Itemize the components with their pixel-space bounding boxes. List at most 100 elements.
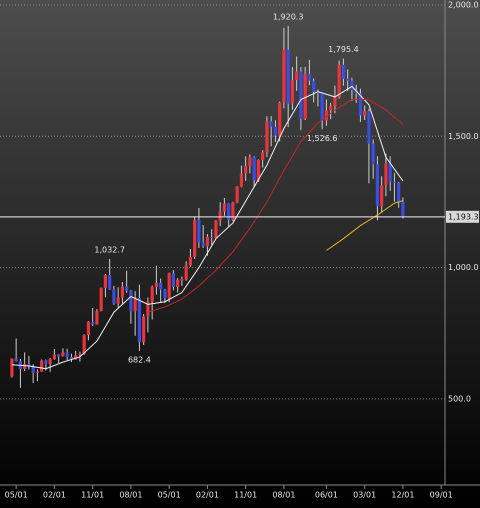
candle-body	[31, 366, 35, 373]
x-tick-label: 09/01	[430, 491, 453, 500]
candle-body	[27, 363, 31, 367]
y-tick-label: 500.0	[448, 394, 471, 403]
candle-body	[299, 71, 303, 119]
candle-body	[142, 316, 146, 343]
candle-body	[363, 111, 367, 116]
candle-body	[154, 282, 159, 287]
candle-body	[108, 274, 112, 290]
candle-body	[282, 49, 286, 103]
candle-body	[375, 164, 380, 207]
candle-body	[112, 289, 116, 304]
candle-body	[210, 236, 214, 238]
candle-body	[129, 290, 133, 312]
candle-body	[341, 64, 346, 79]
candle-body	[248, 157, 252, 166]
x-tick-label: 11/01	[234, 491, 257, 500]
candle-body	[193, 219, 197, 258]
candle-body	[65, 352, 69, 358]
x-tick-label: 12/01	[391, 491, 414, 500]
candle-body	[205, 236, 210, 247]
candle-body	[167, 273, 171, 299]
candle-body	[197, 219, 201, 243]
candle-body	[184, 265, 188, 280]
x-tick-label: 08/01	[119, 491, 142, 500]
candle-body	[116, 297, 120, 304]
last-price-box	[446, 210, 479, 223]
candle-body	[44, 360, 48, 365]
x-tick-label: 11/01	[81, 491, 104, 500]
candle-body	[146, 301, 150, 317]
annotation: 1,795.4	[328, 45, 359, 54]
candle-body	[269, 121, 273, 127]
candle-body	[307, 73, 312, 81]
candle-body	[227, 203, 231, 221]
candle-body	[303, 73, 307, 119]
candle-body	[23, 363, 27, 369]
candle-body	[188, 257, 193, 266]
candle-body	[252, 157, 256, 181]
moving-average	[11, 85, 404, 370]
candle-body	[86, 321, 91, 336]
candle-body	[337, 64, 341, 98]
candle-body	[176, 279, 180, 288]
candle-body	[256, 159, 261, 181]
y-tick-label: 2,000.0	[448, 0, 479, 9]
candle-body	[273, 126, 278, 136]
moving-average	[326, 200, 404, 251]
candle-body	[397, 182, 401, 202]
candle-body	[171, 273, 176, 288]
annotation: 682.4	[128, 355, 151, 364]
candle-body	[35, 371, 40, 373]
candle-body	[261, 152, 265, 160]
candle-body	[57, 354, 61, 357]
candle-body	[180, 279, 184, 281]
candle-body	[244, 165, 248, 174]
candle-body	[222, 203, 227, 212]
candle-body	[91, 321, 95, 325]
candle-body	[329, 106, 333, 111]
candle-body	[14, 358, 18, 362]
candle-body	[69, 357, 74, 360]
candle-body	[61, 352, 65, 357]
candle-body	[324, 110, 329, 121]
candle-body	[333, 97, 337, 107]
candle-body	[239, 173, 244, 187]
candle-body	[103, 274, 108, 288]
candle-body	[358, 93, 363, 116]
moving-average	[147, 99, 404, 313]
candle-body	[371, 143, 375, 165]
candle-body	[392, 181, 397, 183]
last-price-label: 1,193.3	[448, 212, 479, 221]
candle-body	[231, 202, 235, 221]
candle-body	[125, 286, 129, 291]
candle-body	[286, 49, 290, 104]
candle-body	[265, 121, 269, 153]
candle-body	[82, 335, 86, 354]
candle-body	[235, 186, 239, 203]
x-tick-label: 02/01	[43, 491, 66, 500]
candle-body	[316, 91, 320, 94]
candle-body	[201, 242, 205, 247]
x-tick-label: 02/01	[196, 491, 219, 500]
candle-body	[388, 163, 392, 182]
candle-body	[384, 163, 388, 186]
annotation: 1,526.6	[307, 134, 338, 143]
candle-body	[295, 71, 299, 81]
candle-body	[320, 93, 324, 121]
candle-body	[354, 90, 358, 94]
candle-body	[367, 111, 371, 144]
candle-body	[159, 282, 163, 290]
x-tick-label: 08/01	[272, 491, 295, 500]
x-tick-label: 05/01	[5, 491, 28, 500]
candle-body	[78, 353, 82, 356]
candle-body	[40, 360, 44, 372]
candle-body	[278, 102, 282, 136]
x-tick-label: 05/01	[158, 491, 181, 500]
candle-body	[133, 298, 137, 312]
candle-body	[350, 80, 354, 91]
annotation: 1,920.3	[273, 12, 304, 21]
candle-body	[137, 298, 142, 343]
candle-body	[346, 78, 350, 81]
